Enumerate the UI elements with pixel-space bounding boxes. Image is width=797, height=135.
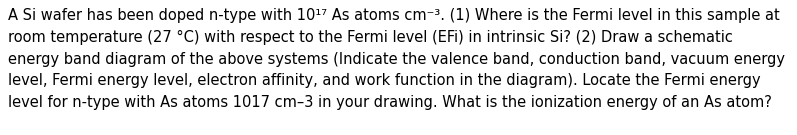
Text: level for n-type with As atoms 1017 cm–3 in your drawing. What is the ionization: level for n-type with As atoms 1017 cm–3… [8,95,771,110]
Text: level, Fermi energy level, electron affinity, and work function in the diagram).: level, Fermi energy level, electron affi… [8,73,760,88]
Text: energy band diagram of the above systems (Indicate the valence band, conduction : energy band diagram of the above systems… [8,52,785,67]
Text: room temperature (27 °C) with respect to the Fermi level (EFi) in intrinsic Si? : room temperature (27 °C) with respect to… [8,30,733,45]
Text: A Si wafer has been doped n-type with 10¹⁷ As atoms cm⁻³. (1) Where is the Fermi: A Si wafer has been doped n-type with 10… [8,8,779,23]
